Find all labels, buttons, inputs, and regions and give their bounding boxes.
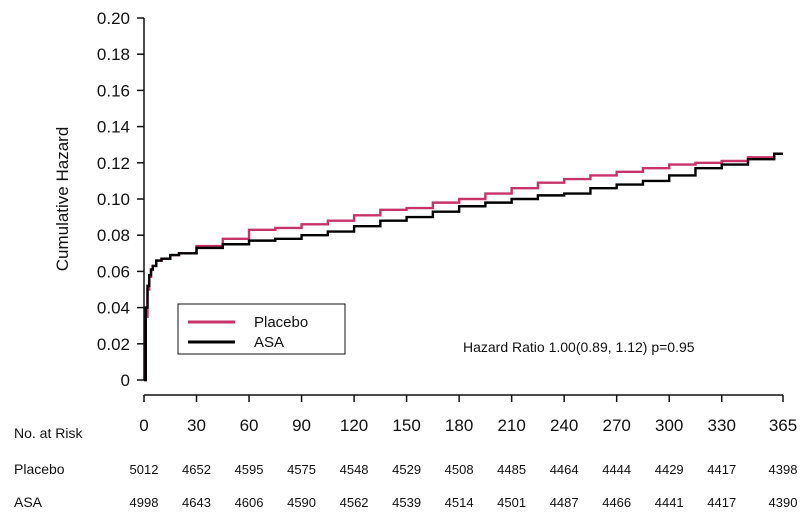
y-tick-label: 0.14: [97, 118, 130, 137]
x-tick-label: 150: [392, 416, 420, 435]
risk-value: 4508: [445, 462, 474, 477]
risk-value: 4575: [287, 462, 316, 477]
y-tick-label: 0.02: [97, 335, 130, 354]
risk-value: 4444: [602, 462, 631, 477]
risk-value: 4487: [550, 495, 579, 510]
y-tick-label: 0.06: [97, 262, 130, 281]
x-tick-label: 240: [550, 416, 578, 435]
x-tick-label: 270: [602, 416, 630, 435]
risk-value: 4417: [707, 495, 736, 510]
hazard-ratio-annotation: Hazard Ratio 1.00(0.89, 1.12) p=0.95: [463, 339, 695, 355]
risk-value: 4529: [392, 462, 421, 477]
risk-value: 4501: [497, 495, 526, 510]
risk-value: 4485: [497, 462, 526, 477]
risk-value: 5012: [130, 462, 159, 477]
x-tick-label: 365: [769, 416, 797, 435]
risk-value: 4429: [655, 462, 684, 477]
risk-value: 4548: [340, 462, 369, 477]
x-tick-label: 30: [187, 416, 206, 435]
y-tick-label: 0.20: [97, 9, 130, 28]
risk-value: 4652: [182, 462, 211, 477]
risk-value: 4539: [392, 495, 421, 510]
y-tick-label: 0.12: [97, 154, 130, 173]
risk-value: 4606: [235, 495, 264, 510]
risk-value: 4398: [769, 462, 798, 477]
x-ticks: 0 30 60 90 120 150 180 210 240 270 300 330 365: [139, 395, 797, 435]
risk-table-title: No. at Risk: [14, 425, 83, 441]
legend-label-placebo: Placebo: [254, 314, 308, 331]
y-tick-label: 0.18: [97, 45, 130, 64]
risk-table: No. at Risk Placebo 5012 4652 4595 4575 4548 4…: [14, 425, 797, 510]
risk-value: 4390: [769, 495, 798, 510]
y-tick-label: 0.04: [97, 299, 130, 318]
risk-value: 4464: [550, 462, 579, 477]
risk-value: 4466: [602, 495, 631, 510]
risk-value: 4441: [655, 495, 684, 510]
x-tick-label: 90: [292, 416, 311, 435]
risk-value: 4514: [445, 495, 474, 510]
y-ticks: 0 0.02 0.04 0.06 0.08 0.10 0.12 0.14 0.16 0.18 0.2…: [97, 9, 144, 390]
x-tick-label: 180: [445, 416, 473, 435]
x-tick-label: 210: [497, 416, 525, 435]
series-lines: [144, 152, 783, 382]
legend-label-asa: ASA: [254, 334, 284, 351]
risk-value: 4643: [182, 495, 211, 510]
x-tick-label: 0: [139, 416, 148, 435]
y-tick-label: 0.08: [97, 226, 130, 245]
risk-value: 4998: [130, 495, 159, 510]
risk-value: 4595: [235, 462, 264, 477]
risk-value: 4562: [340, 495, 369, 510]
x-tick-label: 120: [340, 416, 368, 435]
series-line-asa: [144, 152, 783, 382]
y-tick-label: 0.16: [97, 81, 130, 100]
risk-value: 4590: [287, 495, 316, 510]
x-tick-label: 330: [708, 416, 736, 435]
risk-value: 4417: [707, 462, 736, 477]
risk-row-label-asa: ASA: [14, 494, 43, 510]
legend-box: [177, 303, 346, 355]
y-tick-label: 0.10: [97, 190, 130, 209]
x-tick-label: 300: [655, 416, 683, 435]
x-tick-label: 60: [240, 416, 259, 435]
y-tick-label: 0: [121, 371, 130, 390]
risk-row-label-placebo: Placebo: [14, 461, 65, 477]
legend: Placebo ASA: [177, 303, 346, 355]
y-axis-label: Cumulative Hazard: [53, 127, 72, 272]
